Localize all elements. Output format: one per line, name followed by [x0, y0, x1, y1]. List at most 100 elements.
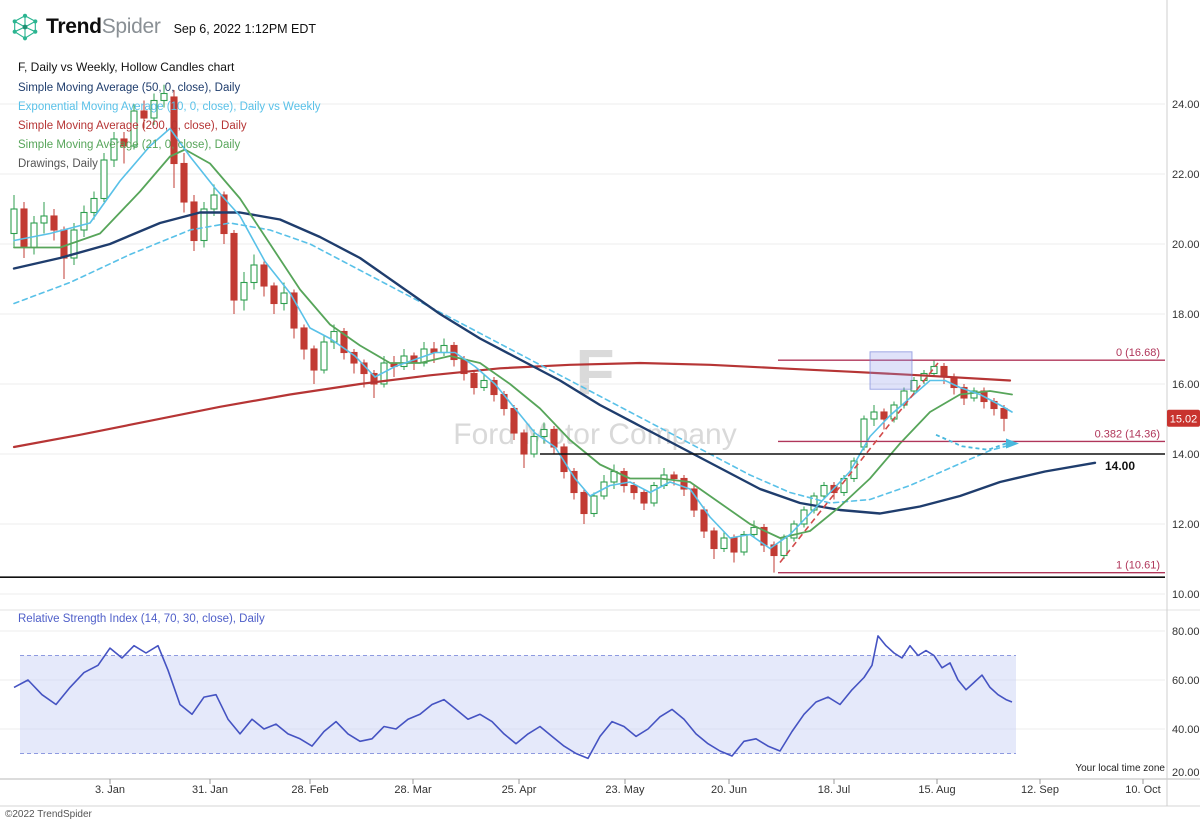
x-axis-label: 23. May [605, 784, 645, 796]
fib-level-label: 1 (10.61) [1116, 560, 1160, 572]
rsi-axis-label: 60.00 [1172, 675, 1200, 687]
candle-up [720, 537, 728, 550]
candle-up [10, 208, 18, 235]
brand-spider: Spider [101, 15, 161, 38]
price-axis-label: 10.00 [1172, 589, 1200, 601]
rsi-axis-label: 40.00 [1172, 724, 1200, 736]
candle-down [290, 292, 298, 329]
last-price-tag-bg [1167, 409, 1200, 427]
candle-down [680, 477, 688, 490]
candle-down [140, 110, 148, 119]
panel-separators [0, 0, 1200, 807]
candle-down [260, 264, 268, 287]
candle-down [230, 232, 238, 301]
candle-down [50, 215, 58, 231]
candle-down [730, 537, 738, 553]
overlay-sma-21-daily [13, 148, 1013, 539]
price-axis-label: 12.00 [1172, 519, 1200, 531]
price-axis-label: 18.00 [1172, 309, 1200, 321]
candle-down [520, 432, 528, 455]
x-axis-label: 3. Jan [95, 784, 125, 796]
candle-down [960, 386, 968, 399]
x-axis-label: 12. Sep [1021, 784, 1059, 796]
legend-item-sma200[interactable]: Simple Moving Average (200, 0, close), D… [18, 120, 247, 132]
candle-down [510, 407, 518, 434]
candle-up [970, 390, 978, 399]
price-axis-label: 24.00 [1172, 99, 1200, 111]
candle-up [540, 428, 548, 438]
overlay-sma-50-daily [12, 211, 1097, 515]
candle-down [340, 330, 348, 354]
price-axis-label: 14.00 [1172, 449, 1200, 461]
rsi-band [20, 655, 1016, 754]
candle-up [250, 264, 258, 284]
candle-up [100, 159, 108, 200]
candle-down [300, 327, 308, 350]
candle-up [130, 110, 138, 147]
candle-down [1000, 407, 1008, 419]
candle-up [280, 292, 288, 305]
candle-down [190, 201, 198, 242]
candle-up [150, 99, 158, 119]
price-axis-label: 20.00 [1172, 239, 1200, 251]
candle-down [630, 484, 638, 494]
candle-down [220, 194, 228, 235]
candle-down [270, 285, 278, 305]
x-axis-label: 20. Jun [711, 784, 747, 796]
candle-up [80, 211, 88, 231]
timezone-note: Your local time zone [1075, 763, 1165, 774]
rsi-line [13, 635, 1013, 760]
legend-item-sma21[interactable]: Simple Moving Average (21, 0, close), Da… [18, 139, 241, 151]
rsi-axis-label: 20.00 [1172, 767, 1200, 779]
candle-up [200, 208, 208, 242]
candle-up [590, 495, 598, 515]
brand: TrendSpider [46, 15, 161, 39]
legend-item-sma50[interactable]: Simple Moving Average (50, 0, close), Da… [18, 82, 241, 94]
overlay-ema-10-daily [13, 127, 1013, 550]
last-price-tag: 15.02 [1167, 409, 1200, 427]
candle-up [400, 355, 408, 368]
candle-up [740, 533, 748, 553]
candle-up [610, 470, 618, 483]
x-axis-label: 28. Feb [291, 784, 328, 796]
candle-down [620, 470, 628, 487]
rsi-legend[interactable]: Relative Strength Index (14, 70, 30, clo… [18, 613, 265, 625]
x-axis-label: 28. Mar [394, 784, 432, 796]
candle-down [700, 509, 708, 532]
candle-down [670, 474, 678, 480]
candle-up [110, 138, 118, 161]
header: TrendSpider Sep 6, 2022 1:12PM EDT [10, 12, 316, 42]
price-axis-label: 16.00 [1172, 379, 1200, 391]
x-axis-label: 18. Jul [818, 784, 850, 796]
chart-title: F, Daily vs Weekly, Hollow Candles chart [18, 60, 235, 74]
x-axis-label: 15. Aug [918, 784, 955, 796]
legend-item-drawings[interactable]: Drawings, Daily [18, 158, 98, 170]
arrow-head-icon [1006, 438, 1019, 449]
drawings: 14.00 0 (16.68) 0.382 (14.36) 1 (10.61) [0, 347, 1165, 579]
axis-labels: 24.00 22.00 20.00 18.00 16.00 14.00 12.00 10.00… [95, 99, 1200, 796]
copyright: ©2022 TrendSpider [5, 809, 92, 820]
rsi-panel [13, 635, 1016, 760]
candle-down [60, 229, 68, 259]
candle-up [870, 411, 878, 420]
candle-up [160, 92, 168, 102]
fib-level-label: 0 (16.68) [1116, 347, 1160, 359]
candle-up [480, 379, 488, 389]
candle-up [90, 197, 98, 214]
candle-up [650, 484, 658, 504]
candle-down [580, 491, 588, 515]
candle-up [240, 281, 248, 301]
candle-down [180, 162, 188, 203]
candle-down [20, 208, 28, 249]
overlay-sma-200-daily [12, 361, 1012, 449]
candle-up [930, 365, 938, 375]
legend-item-ema10[interactable]: Exponential Moving Average (10, 0, close… [18, 101, 321, 113]
x-axis-label: 31. Jan [192, 784, 228, 796]
candle-down [710, 530, 718, 550]
x-axis-label: 10. Oct [1125, 784, 1160, 796]
highlight-box [869, 351, 913, 390]
x-axis-label: 25. Apr [502, 784, 537, 796]
candle-up [320, 341, 328, 371]
watermark: F Ford Motor Company [420, 340, 770, 452]
